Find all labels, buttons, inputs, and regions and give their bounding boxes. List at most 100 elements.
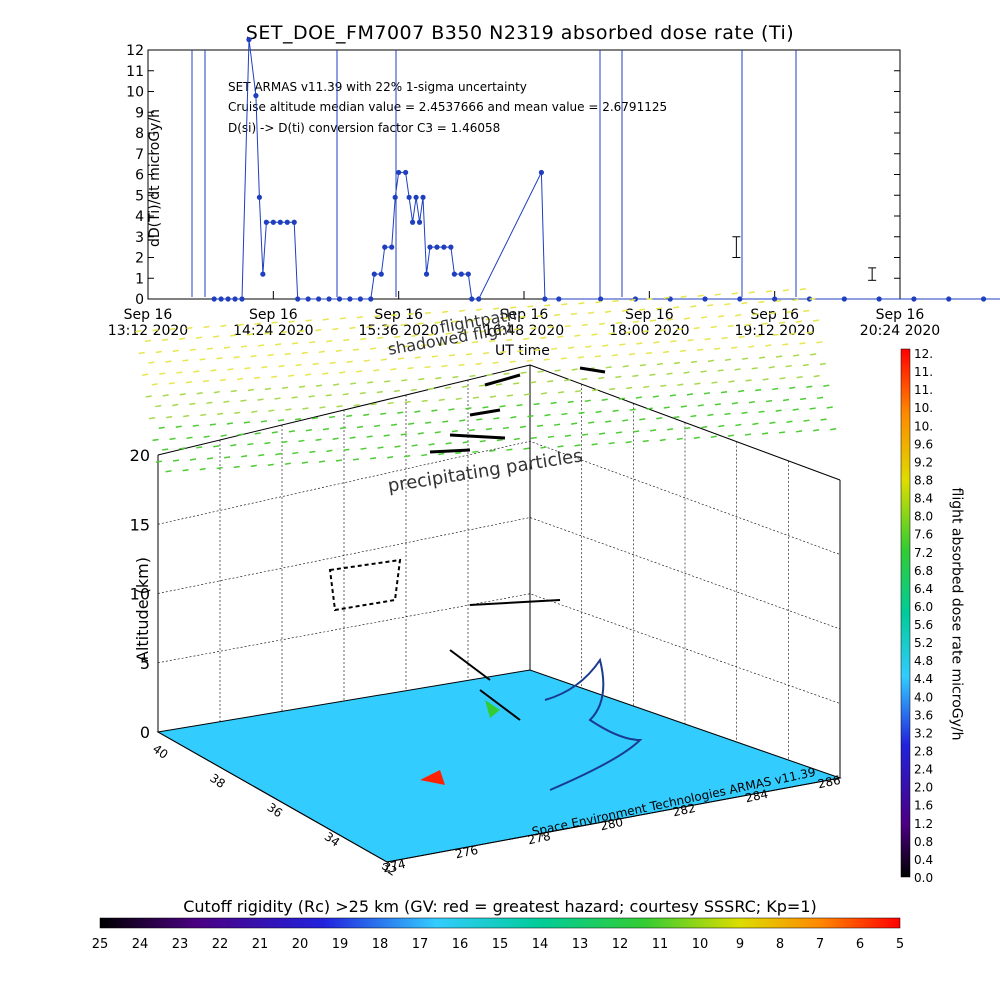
precip-dash	[233, 465, 240, 469]
coastline	[544, 657, 643, 791]
precip-dash	[424, 365, 431, 369]
y-tick-label: 5	[135, 188, 144, 204]
precip-dash	[609, 387, 616, 391]
precip-dash	[540, 336, 547, 340]
precip-dash	[666, 318, 674, 321]
precip-dash	[809, 297, 816, 301]
colorbar-right-tick-label: 3.2	[914, 726, 933, 740]
precip-dash	[769, 311, 776, 315]
precip-dash	[452, 375, 459, 379]
precip-dash	[492, 361, 499, 364]
dose-rate-point	[315, 296, 322, 302]
precip-dash	[230, 389, 237, 393]
dose-rate-point	[305, 296, 311, 302]
precip-dash	[506, 448, 513, 451]
precip-dash	[516, 403, 523, 407]
precip-dash	[776, 355, 783, 358]
precip-dash	[292, 342, 299, 345]
precip-dash	[591, 333, 598, 336]
precip-dash	[499, 405, 506, 408]
colorbar-right-tick-label: 0.8	[914, 835, 933, 849]
dose-rate-point	[246, 37, 252, 43]
colorbar-right-tick-label: 5.6	[914, 618, 933, 632]
precip-dash	[707, 359, 715, 363]
colorbar-right-tick-label: 8.4	[914, 492, 933, 506]
precip-dash	[144, 339, 152, 343]
precip-dash	[496, 438, 503, 442]
precip-dash	[472, 340, 479, 344]
precip-dash	[731, 292, 738, 295]
precip-dash	[646, 297, 653, 301]
precip-dash	[513, 328, 520, 331]
precip-dash	[403, 345, 411, 348]
annotation-conversion-factor: D(si) -> D(ti) conversion factor C3 = 1.…	[228, 121, 501, 135]
colorbar-right-tick-label: 5.2	[914, 636, 933, 650]
precip-dash	[782, 398, 790, 402]
dose-rate-point	[420, 194, 426, 200]
precip-dash	[823, 384, 830, 387]
precip-dash	[206, 401, 213, 405]
precip-dash	[468, 428, 475, 432]
precip-dash	[817, 396, 824, 400]
colorbar-right-tick-label: 11.	[914, 365, 933, 379]
flightpath-segment	[429, 448, 471, 454]
precip-dash	[431, 355, 438, 358]
precip-dash	[680, 405, 687, 408]
precip-dash	[401, 379, 408, 382]
precip-dash	[561, 303, 568, 306]
precip-dash	[404, 454, 411, 458]
precip-dash	[260, 420, 268, 423]
precip-dash	[224, 456, 231, 459]
precip-dash	[424, 311, 432, 315]
precip-dash	[169, 437, 176, 441]
precip-dash	[564, 378, 571, 382]
precip-dash	[247, 388, 254, 392]
dose-rate-point	[378, 271, 384, 277]
precip-dash	[428, 443, 435, 446]
precip-dash	[175, 425, 182, 428]
precip-dash	[478, 384, 486, 387]
precip-dash	[301, 461, 308, 464]
dose-rate-point	[371, 271, 377, 277]
precip-dash	[687, 339, 694, 342]
precip-dash	[186, 326, 193, 330]
precip-dash	[789, 332, 796, 335]
precip-dash	[567, 400, 574, 404]
colorbar-right-tick-label: 4.0	[914, 690, 933, 704]
x-tick-date: Sep 16	[124, 307, 173, 323]
longitude-tick-label: 284	[744, 787, 769, 805]
precip-dash	[278, 364, 285, 368]
precip-dash	[386, 346, 394, 349]
precip-dash	[570, 312, 578, 316]
precip-dash	[148, 361, 155, 364]
precip-dash	[765, 344, 772, 347]
precip-dash	[530, 326, 537, 330]
precip-dash	[547, 380, 554, 383]
precip-dash	[720, 390, 728, 394]
precip-dash	[741, 357, 749, 360]
dose-rate-point	[448, 244, 454, 250]
precip-dash	[646, 407, 653, 410]
precip-dash	[305, 319, 312, 322]
precip-dash	[315, 328, 322, 332]
precip-dash	[510, 416, 517, 419]
precip-dash	[523, 393, 531, 396]
dose-rate-point	[232, 296, 238, 302]
precip-dash	[523, 447, 530, 450]
precip-dash	[585, 345, 592, 348]
precip-dash	[745, 379, 752, 382]
precip-dash	[649, 319, 657, 322]
precip-dash	[611, 354, 619, 357]
precip-dash	[554, 423, 561, 426]
precip-dash	[727, 324, 734, 328]
precip-dash	[656, 362, 663, 366]
precip-dash	[223, 346, 231, 349]
precip-dash	[697, 294, 704, 297]
precip-dash	[533, 402, 540, 406]
precip-dash	[752, 422, 759, 426]
precip-dash	[519, 315, 526, 319]
precip-dash	[656, 417, 663, 420]
precip-dash	[502, 426, 510, 430]
precip-dash	[574, 334, 581, 337]
precip-dash	[367, 381, 374, 384]
